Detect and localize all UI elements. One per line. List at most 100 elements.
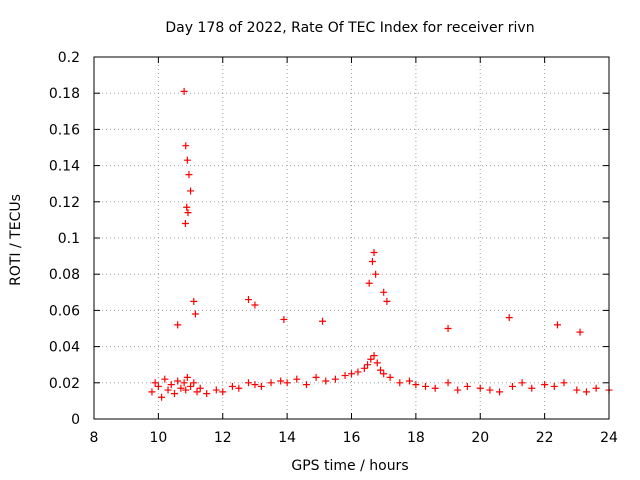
x-tick-labels: 8 10 12 14 16 18 20 22 24 [90,430,618,446]
data-point [508,382,516,390]
y-tick-label: 0.14 [49,159,80,175]
data-point [383,297,391,305]
data-point [251,301,259,309]
x-tick-label: 22 [536,430,554,446]
data-point [444,325,452,332]
data-point [167,381,175,389]
data-point [360,364,368,372]
data-point [245,296,252,304]
data-point [177,384,185,392]
data-point [376,366,384,374]
x-tick-label: 20 [471,430,489,446]
data-point [354,368,362,376]
x-tick-label: 8 [90,430,99,446]
x-tick-label: 10 [149,430,167,446]
data-point [174,321,182,329]
axis-ticks [93,56,610,420]
data-point [267,379,275,387]
data-point [293,375,301,383]
data-point [212,386,220,394]
data-point [235,384,243,392]
data-point [496,388,504,396]
data-point [170,390,178,398]
data-point [158,393,166,401]
data-point [560,379,568,387]
data-point [486,386,494,394]
data-point [367,355,375,363]
chart-title: Day 178 of 2022, Rate Of TEC Index for r… [165,20,534,36]
data-point [182,142,190,150]
data-point [412,381,420,389]
data-point [476,384,484,392]
data-point [187,187,195,195]
data-point [592,384,600,392]
data-point [405,377,413,385]
data-point [463,382,471,390]
data-point [280,315,288,323]
data-point [277,377,285,385]
data-point [182,386,190,394]
data-point [322,377,330,385]
data-point [348,370,355,378]
y-tick-label: 0.1 [58,231,80,247]
data-point [312,373,320,381]
y-tick-label: 0.2 [58,50,80,66]
data-point [148,388,156,396]
data-point [196,384,204,392]
data-point [422,382,430,390]
data-point [541,381,549,389]
data-point [181,220,189,228]
data-point [331,375,339,383]
x-axis-label: GPS time / hours [291,458,408,474]
x-tick-label: 16 [343,430,361,446]
data-point [573,386,581,394]
y-tick-label: 0.18 [49,86,80,102]
data-point [370,352,378,360]
data-point [380,370,388,378]
data-point [341,372,349,380]
data-point [370,248,378,256]
data-point [582,388,590,396]
data-point [431,384,439,392]
data-point [372,270,380,278]
data-point [203,390,211,398]
data-point [180,379,188,387]
y-tick-label: 0.06 [49,303,80,319]
data-point [183,156,191,164]
y-axis-label: ROTI / TECUs [8,194,24,286]
y-tick-label: 0.16 [49,122,80,138]
data-point [185,171,193,179]
grid-lines [94,57,609,419]
data-point [245,379,252,387]
data-point [191,310,199,318]
data-point [505,314,513,322]
y-tick-label: 0.04 [49,340,80,356]
data-point [151,379,159,387]
data-point [576,328,584,336]
data-point [193,388,201,396]
data-point [161,375,169,383]
data-point [319,317,327,325]
data-point [183,203,191,211]
data-point [302,381,310,389]
data-point [386,373,394,381]
data-point [183,373,191,381]
data-point [251,381,259,389]
y-tick-label: 0.08 [49,267,80,283]
data-point [550,382,558,390]
data-point [190,379,198,387]
data-point [180,87,188,95]
data-point [380,288,388,296]
data-point [184,209,192,217]
data-point [554,321,561,329]
data-point [364,361,372,369]
data-point [154,382,162,390]
y-tick-label: 0.02 [49,376,80,392]
data-point [444,379,452,387]
data-point [174,377,182,385]
x-tick-label: 14 [278,430,296,446]
data-point [518,379,526,387]
data-point [373,359,381,367]
data-point [454,386,462,394]
